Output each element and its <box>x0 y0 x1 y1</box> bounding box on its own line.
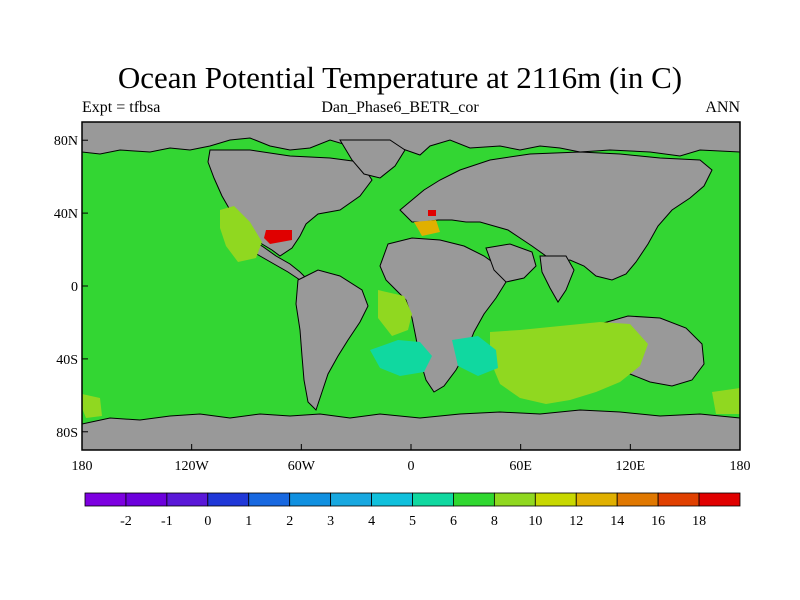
warm-patch-mediterranean-red <box>428 210 436 216</box>
colorbar-label: 0 <box>204 514 211 529</box>
map-field <box>82 122 740 450</box>
season-label: ANN <box>705 99 740 116</box>
land-india <box>539 255 575 303</box>
land-arabia <box>485 243 537 283</box>
colorbar-swatch <box>289 492 332 507</box>
colorbar-label: -1 <box>161 514 173 529</box>
cool-patch-south-atlantic <box>370 340 432 376</box>
colorbar-label: 12 <box>569 514 583 529</box>
colorbar-swatch <box>207 492 250 507</box>
colorbar: -2 -1 0 1 2 3 4 5 6 8 10 12 14 16 18 <box>84 492 741 529</box>
y-tick-label: 0 <box>71 280 78 295</box>
colorbar-swatch <box>330 492 372 507</box>
colorbar-swatch <box>575 492 618 507</box>
land-greenland <box>339 139 406 179</box>
cool-patch-agulhas <box>452 336 498 376</box>
y-tick-label: 40S <box>56 353 78 368</box>
colorbar-swatch <box>657 492 700 507</box>
experiment-label: Expt = tfbsa <box>82 99 161 116</box>
colorbar-label: 3 <box>327 514 334 529</box>
colorbar-label: 10 <box>528 514 542 529</box>
colorbar-label: 16 <box>651 514 665 529</box>
warm-patch-tasman <box>712 388 740 414</box>
colorbar-label: 8 <box>491 514 498 529</box>
colorbar-swatch <box>616 492 659 507</box>
x-tick-label: 180 <box>730 459 751 474</box>
x-tick-label: 0 <box>408 459 415 474</box>
land-south-america <box>295 269 369 411</box>
x-axis: 180 120W 60W 0 60E 120E 180 <box>72 444 751 474</box>
colorbar-swatch <box>534 492 577 507</box>
x-tick-label: 120W <box>175 459 210 474</box>
colorbar-swatch <box>493 492 536 507</box>
colorbar-swatch <box>412 492 454 507</box>
x-tick-label: 60E <box>509 459 532 474</box>
land-eurasia <box>399 151 713 281</box>
colorbar-label: 4 <box>368 514 375 529</box>
warm-patch-gulf <box>264 230 292 244</box>
colorbar-label: 14 <box>610 514 624 529</box>
x-tick-label: 120E <box>616 459 646 474</box>
y-tick-label: 40N <box>54 207 78 222</box>
colorbar-label: 6 <box>450 514 457 529</box>
colorbar-swatch <box>166 492 209 507</box>
warm-patch-south-atlantic <box>378 290 412 336</box>
colorbar-swatch <box>371 492 413 507</box>
warm-patch-southern-pacific <box>82 394 102 418</box>
y-axis: 80N 40N 0 40S 80S <box>54 134 88 441</box>
colorbar-swatch <box>84 492 127 507</box>
colorbar-label: -2 <box>120 514 132 529</box>
y-tick-label: 80N <box>54 134 78 149</box>
x-tick-label: 60W <box>288 459 316 474</box>
colorbar-swatch <box>125 492 168 507</box>
colorbar-label: 5 <box>409 514 416 529</box>
warm-patch-mediterranean <box>414 220 440 236</box>
colorbar-label: 2 <box>286 514 293 529</box>
colorbar-swatch <box>698 492 741 507</box>
map-title: Ocean Potential Temperature at 2116m (in… <box>117 60 683 95</box>
colorbar-label: 1 <box>245 514 252 529</box>
x-tick-label: 180 <box>72 459 93 474</box>
colorbar-label: 18 <box>692 514 706 529</box>
colorbar-swatch <box>248 492 291 507</box>
case-label: Dan_Phase6_BETR_cor <box>321 99 479 116</box>
warm-patch-indian-ocean <box>490 322 648 404</box>
warm-patch-north-pacific <box>220 206 262 262</box>
land-antarctica <box>82 409 740 450</box>
colorbar-swatch <box>453 492 495 507</box>
y-tick-label: 80S <box>56 426 78 441</box>
